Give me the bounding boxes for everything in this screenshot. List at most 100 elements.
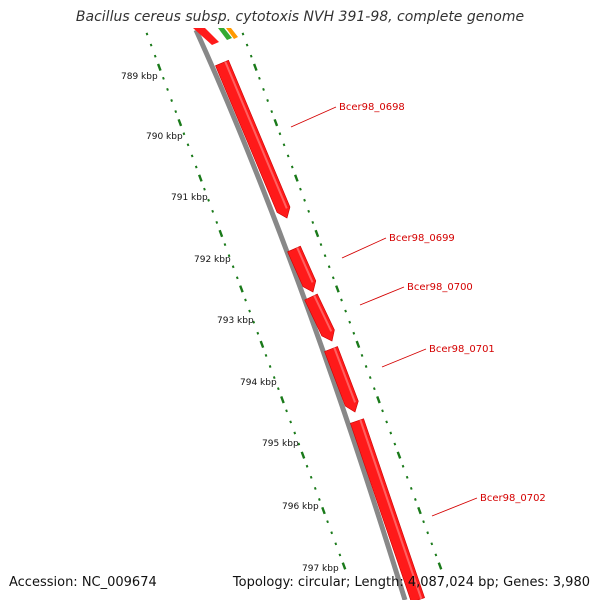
minor-tick xyxy=(186,143,190,147)
minor-tick xyxy=(203,187,206,191)
minor-tick xyxy=(422,520,425,524)
major-tick xyxy=(355,340,361,349)
outer-scale-ticks xyxy=(241,32,443,570)
gene-label[interactable]: Bcer98_0700 xyxy=(407,282,473,293)
minor-tick xyxy=(149,43,153,47)
gene-arrow[interactable] xyxy=(304,293,335,342)
minor-tick xyxy=(430,542,434,546)
gene-leader-line xyxy=(381,348,427,368)
minor-tick xyxy=(211,209,215,213)
inner-scale-ticks xyxy=(145,32,347,570)
minor-tick xyxy=(372,387,376,391)
minor-tick xyxy=(249,54,253,58)
minor-tick xyxy=(385,420,389,424)
minor-tick xyxy=(285,409,288,413)
gene-arrow[interactable] xyxy=(287,245,317,293)
feature-orange-partial[interactable] xyxy=(226,28,238,39)
scale-label: 789 kbp xyxy=(121,72,158,82)
minor-tick xyxy=(338,553,342,557)
major-tick xyxy=(396,451,402,459)
major-tick xyxy=(376,396,381,404)
minor-tick xyxy=(272,376,276,380)
minor-tick xyxy=(248,309,251,313)
minor-tick xyxy=(307,209,311,213)
minor-tick xyxy=(258,76,261,80)
gene-arrow[interactable] xyxy=(324,346,359,413)
minor-tick xyxy=(299,187,302,191)
minor-tick xyxy=(409,486,413,490)
minor-tick xyxy=(311,220,315,224)
minor-tick xyxy=(331,276,335,280)
gene-arrow-highlight xyxy=(333,347,357,403)
minor-tick xyxy=(334,542,338,546)
major-tick xyxy=(417,506,422,515)
major-tick xyxy=(252,63,258,71)
genome-backbone xyxy=(193,28,408,600)
gene-leader-line xyxy=(290,106,337,128)
gene-label[interactable]: Bcer98_0698 xyxy=(339,102,405,113)
scale-label: 792 kbp xyxy=(194,255,231,265)
feature-green-partial[interactable] xyxy=(218,28,232,40)
scale-label: 795 kbp xyxy=(262,439,299,449)
gene-label[interactable]: Bcer98_0699 xyxy=(389,233,455,244)
genome-title: Bacillus cereus subsp. cytotoxis NVH 391… xyxy=(75,9,525,25)
major-tick xyxy=(156,63,162,71)
minor-tick xyxy=(426,531,430,535)
scale-label: 794 kbp xyxy=(240,378,277,388)
minor-tick xyxy=(340,298,343,302)
scale-label: 793 kbp xyxy=(217,316,254,326)
minor-tick xyxy=(262,87,265,91)
minor-tick xyxy=(170,99,173,102)
minor-tick xyxy=(290,165,294,169)
scale-label: 790 kbp xyxy=(146,132,183,142)
minor-tick xyxy=(313,486,317,490)
scale-label: 796 kbp xyxy=(282,502,319,512)
scale-label: 791 kbp xyxy=(171,193,208,203)
scale-label: 797 kbp xyxy=(302,564,339,574)
minor-tick xyxy=(303,198,306,202)
minor-tick xyxy=(282,143,286,147)
minor-tick xyxy=(348,320,352,324)
minor-tick xyxy=(174,110,178,114)
minor-tick xyxy=(182,132,186,136)
minor-tick xyxy=(389,431,393,435)
major-tick xyxy=(177,118,183,127)
minor-tick xyxy=(297,442,301,446)
gene-arrow-highlight xyxy=(224,61,288,209)
gene-label[interactable]: Bcer98_0702 xyxy=(480,493,546,504)
minor-tick xyxy=(323,254,327,258)
major-tick xyxy=(273,118,279,127)
minor-tick xyxy=(207,198,210,202)
minor-tick xyxy=(215,220,219,224)
minor-tick xyxy=(278,132,282,136)
minor-tick xyxy=(241,32,245,36)
topology-label: Topology: circular; Length: 4,087,024 bp… xyxy=(232,575,590,590)
minor-tick xyxy=(381,409,384,413)
gene-label[interactable]: Bcer98_0701 xyxy=(429,344,495,355)
minor-tick xyxy=(194,165,198,169)
gene-leader-line xyxy=(431,497,478,517)
scale-labels: 789 kbp 790 kbp 791 kbp 792 kbp 793 kbp 794 k… xyxy=(121,72,339,574)
gene-arrow[interactable] xyxy=(215,59,291,219)
minor-tick xyxy=(235,276,239,280)
gene-leader-line xyxy=(341,237,387,259)
gene-arrows xyxy=(215,59,425,600)
minor-tick xyxy=(153,54,157,58)
minor-tick xyxy=(270,110,274,114)
minor-tick xyxy=(145,32,149,36)
minor-tick xyxy=(309,475,313,479)
minor-tick xyxy=(231,265,235,269)
minor-tick xyxy=(252,320,256,324)
gene-arrow-partial[interactable] xyxy=(193,28,219,45)
minor-tick xyxy=(256,331,260,335)
major-tick xyxy=(321,506,326,515)
gene-leader-lines xyxy=(290,106,478,517)
minor-tick xyxy=(368,376,372,380)
minor-tick xyxy=(319,243,323,247)
minor-tick xyxy=(162,76,165,80)
minor-tick xyxy=(166,87,169,91)
gene-arrow-highlight xyxy=(313,295,333,332)
major-tick xyxy=(335,285,340,293)
minor-tick xyxy=(352,331,356,335)
